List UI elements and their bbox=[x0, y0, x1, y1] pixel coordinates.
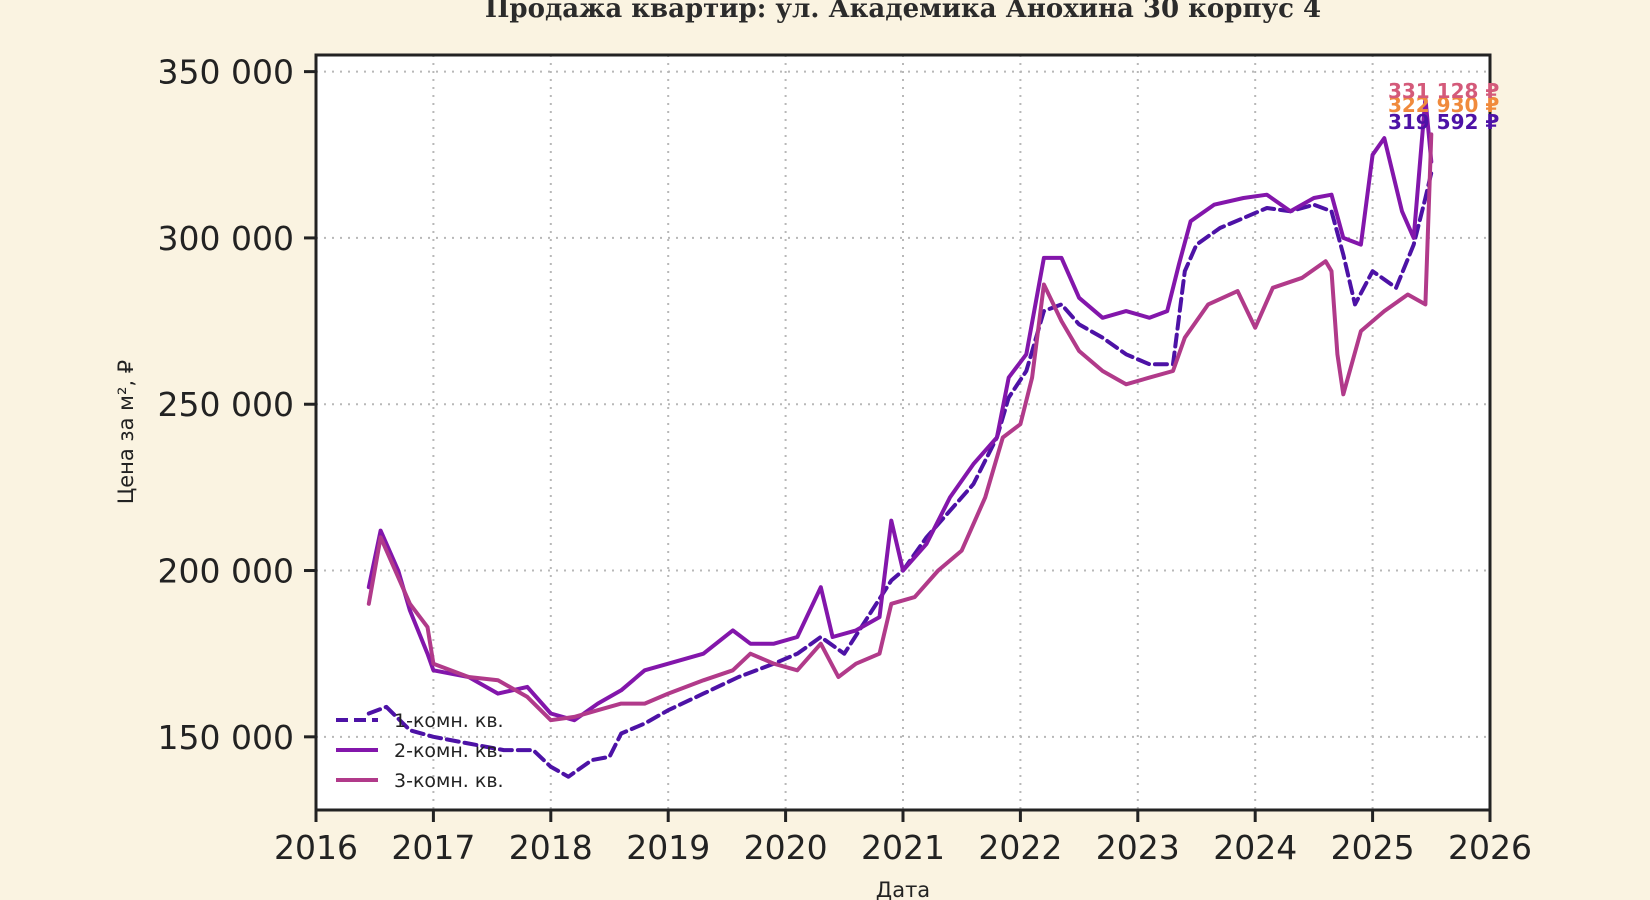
end-value-label-2: 322 930 ₽ bbox=[1388, 93, 1499, 117]
legend-label-1: 1-комн. кв. bbox=[394, 710, 504, 732]
end-labels: 319 592 ₽322 930 ₽331 128 ₽ bbox=[1388, 79, 1499, 134]
chart-title: Продажа квартир: ул. Академика Анохина 3… bbox=[485, 0, 1321, 24]
x-tick-label: 2017 bbox=[391, 828, 475, 867]
series-line-1 bbox=[366, 170, 1434, 779]
y-tick-label: 250 000 bbox=[158, 385, 294, 424]
y-tick-label: 150 000 bbox=[158, 718, 294, 757]
x-tick-label: 2026 bbox=[1448, 828, 1532, 867]
y-tick-label: 200 000 bbox=[158, 552, 294, 591]
x-axis-label: Дата bbox=[876, 878, 930, 900]
legend-label-3: 3-комн. кв. bbox=[394, 770, 504, 792]
series-line-3 bbox=[366, 132, 1434, 723]
x-tick-label: 2021 bbox=[861, 828, 945, 867]
x-tick-label: 2024 bbox=[1213, 828, 1297, 867]
y-axis-label: Цена за м², ₽ bbox=[114, 360, 138, 504]
end-value-label-1: 319 592 ₽ bbox=[1388, 110, 1499, 134]
x-tick-label: 2016 bbox=[274, 828, 358, 867]
x-tick-label: 2018 bbox=[509, 828, 593, 867]
x-tick-label: 2023 bbox=[1096, 828, 1180, 867]
x-tick-label: 2020 bbox=[744, 828, 828, 867]
end-value-label-3: 331 128 ₽ bbox=[1388, 79, 1499, 103]
series-line-2 bbox=[366, 96, 1434, 723]
series-group bbox=[366, 96, 1434, 779]
legend: 1-комн. кв. 2-комн. кв. 3-комн. кв. bbox=[336, 710, 504, 792]
legend-label-2: 2-комн. кв. bbox=[394, 740, 504, 762]
y-tick-label: 350 000 bbox=[158, 53, 294, 92]
axis-ticks: 2016 2017 2018 2019 2020 2021 2022 2023 2024 2025… bbox=[158, 53, 1532, 867]
x-tick-label: 2025 bbox=[1331, 828, 1415, 867]
y-tick-label: 300 000 bbox=[158, 219, 294, 258]
x-tick-label: 2019 bbox=[626, 828, 710, 867]
x-tick-label: 2022 bbox=[978, 828, 1062, 867]
